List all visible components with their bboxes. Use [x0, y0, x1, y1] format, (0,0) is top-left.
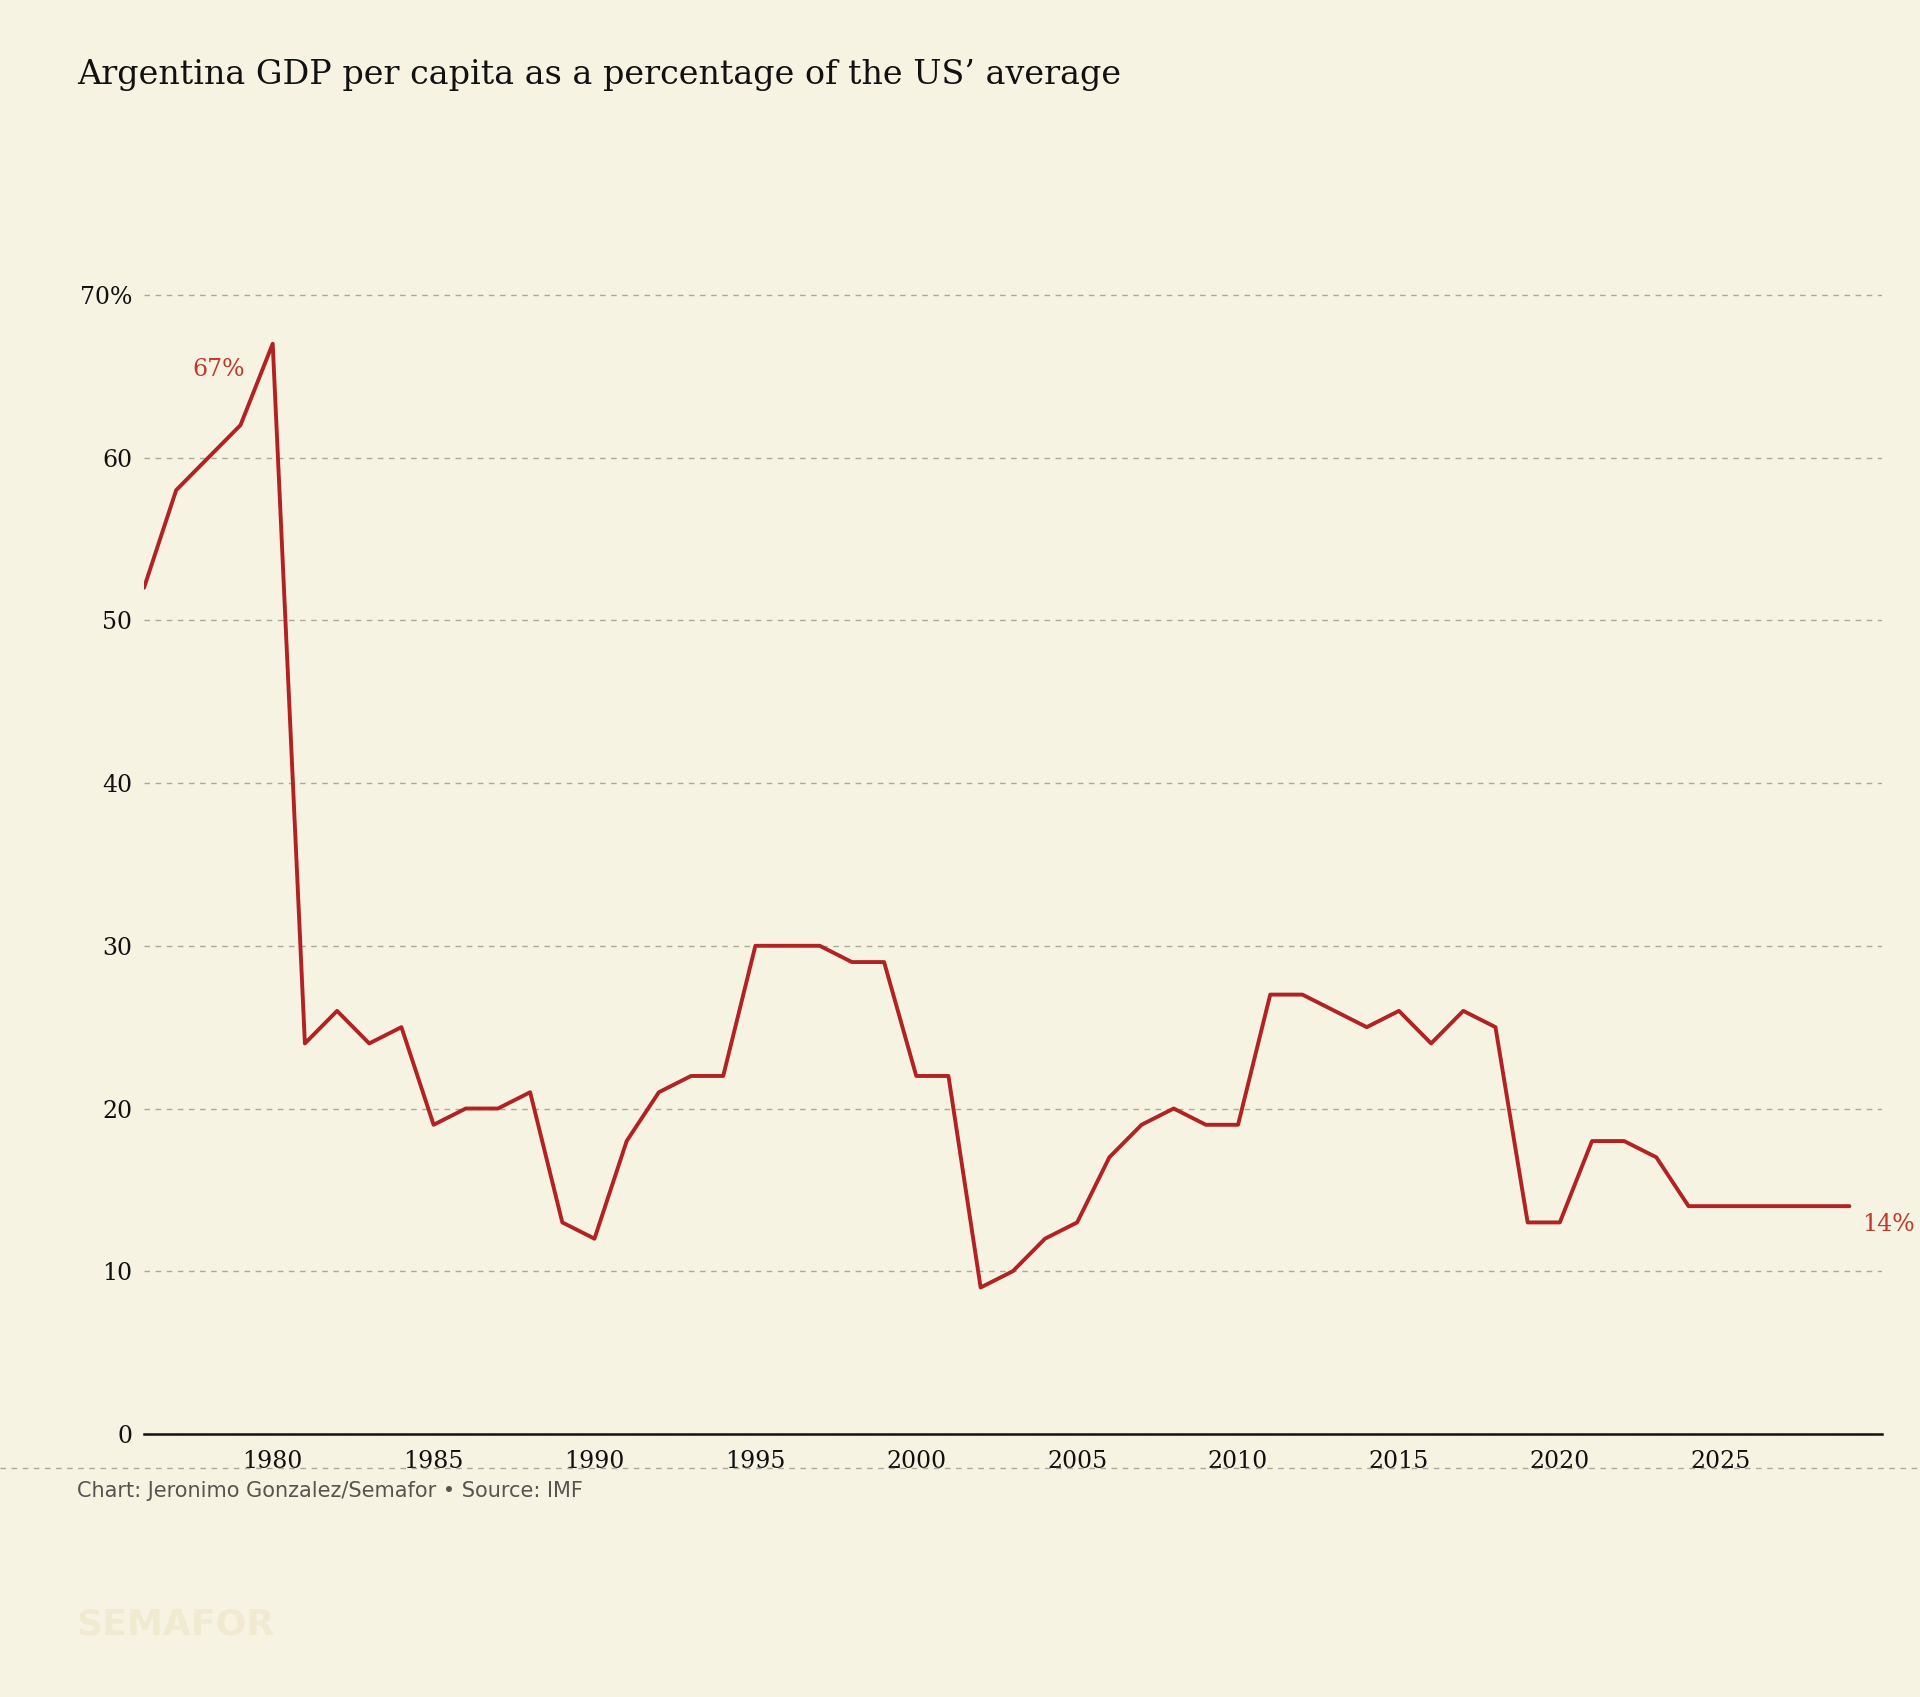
- Text: Argentina GDP per capita as a percentage of the US’ average: Argentina GDP per capita as a percentage…: [77, 59, 1121, 92]
- Text: Chart: Jeronimo Gonzalez/Semafor • Source: IMF: Chart: Jeronimo Gonzalez/Semafor • Sourc…: [77, 1481, 582, 1502]
- Text: 67%: 67%: [192, 358, 244, 382]
- Text: SEMAFOR: SEMAFOR: [77, 1607, 275, 1643]
- Text: 14%: 14%: [1862, 1213, 1914, 1235]
